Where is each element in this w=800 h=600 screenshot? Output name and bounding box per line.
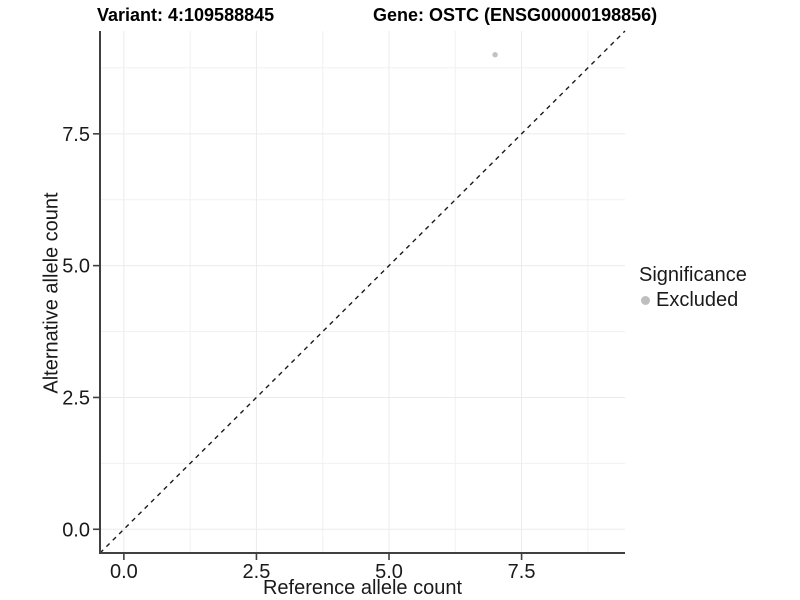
y-tick-label: 5.0 — [62, 256, 90, 278]
legend-key-dot-icon — [641, 296, 650, 305]
legend-item-label: Excluded — [656, 289, 739, 311]
y-tick-label: 0.0 — [62, 519, 90, 541]
x-tick-label: 7.5 — [508, 561, 536, 583]
y-axis-title: Alternative allele count — [40, 192, 63, 394]
legend-item-excluded: Excluded — [639, 288, 747, 313]
legend-title: Significance — [639, 264, 747, 286]
x-tick-label: 0.0 — [110, 561, 138, 583]
x-tick-label: 2.5 — [243, 561, 271, 583]
x-axis-title: Reference allele count — [262, 577, 462, 599]
legend: Significance Excluded — [639, 263, 747, 313]
identity-reference-line — [99, 30, 626, 554]
gene-title: Gene: OSTC (ENSG00000198856) — [373, 5, 658, 25]
y-tick-label: 2.5 — [62, 387, 90, 409]
data-point — [492, 52, 498, 58]
x-tick-label: 5.0 — [375, 561, 403, 583]
y-tick-label: 7.5 — [62, 124, 90, 146]
variant-title: Variant: 4:109588845 — [97, 5, 275, 25]
